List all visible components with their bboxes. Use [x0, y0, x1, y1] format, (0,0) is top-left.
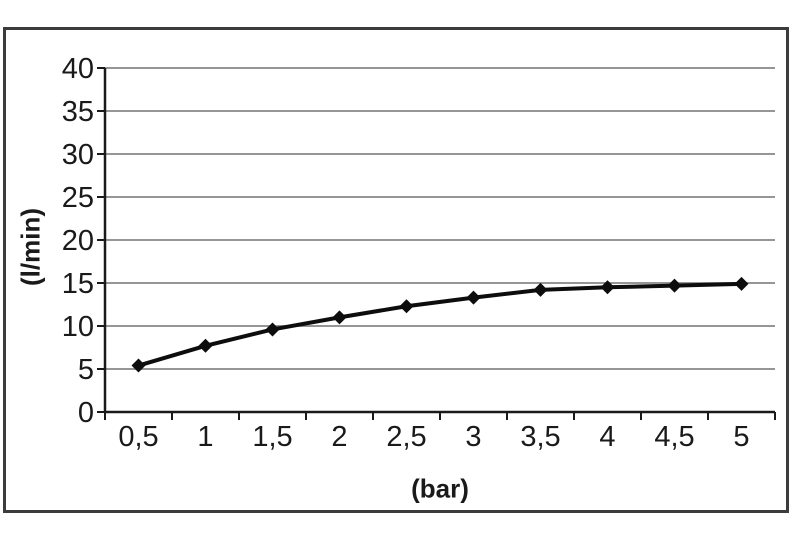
x-tick-label: 1 [197, 421, 213, 453]
flow-series-line [136, 281, 744, 368]
y-axis-title: (l/min) [15, 208, 46, 286]
data-point-marker [466, 290, 481, 305]
y-tick-label: 20 [62, 225, 94, 257]
x-tick-label: 3,5 [520, 421, 560, 453]
data-point-marker [131, 358, 146, 373]
data-point-marker [667, 278, 682, 293]
x-tick-label: 4 [599, 421, 615, 453]
data-point-marker [600, 280, 615, 295]
y-tick-label: 0 [78, 397, 94, 429]
x-tick-label: 2,5 [386, 421, 426, 453]
x-tick-label: 0,5 [118, 421, 158, 453]
y-tick-label: 15 [62, 268, 94, 300]
y-tick-label: 35 [62, 96, 94, 128]
data-point-marker [265, 322, 280, 337]
x-tick-label: 3 [465, 421, 481, 453]
y-tick-label: 10 [62, 311, 94, 343]
data-point-marker [734, 276, 749, 291]
y-tick-label: 40 [62, 53, 94, 85]
y-tick-label: 30 [62, 139, 94, 171]
data-point-marker [399, 299, 414, 314]
x-axis-title: (bar) [411, 473, 469, 504]
data-point-marker [332, 310, 347, 325]
data-point-marker [533, 282, 548, 297]
x-tick-label: 2 [331, 421, 347, 453]
data-point-marker [198, 338, 213, 353]
y-tick-label: 5 [78, 354, 94, 386]
y-tick-label: 25 [62, 182, 94, 214]
x-tick-label: 1,5 [252, 421, 292, 453]
chart-border-frame [3, 27, 789, 513]
x-tick-label: 4,5 [654, 421, 694, 453]
x-tick-label: 5 [733, 421, 749, 453]
